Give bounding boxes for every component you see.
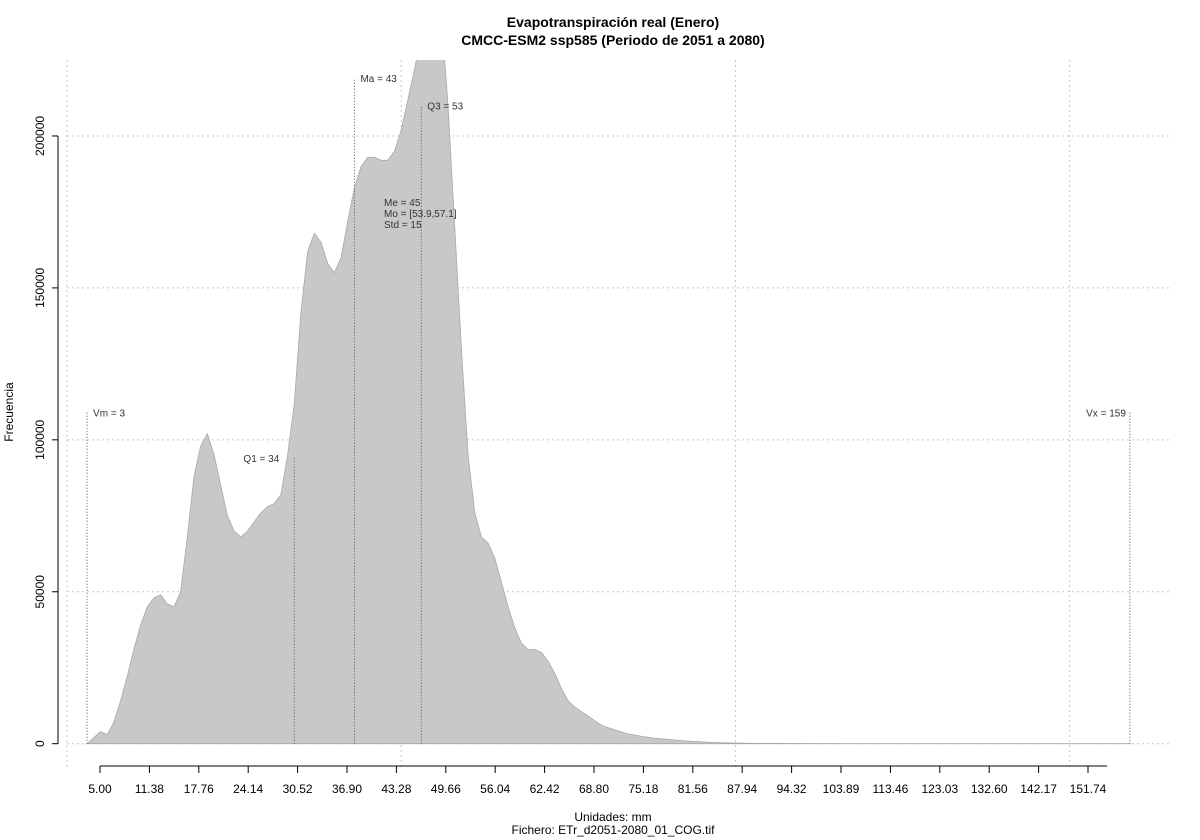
x-tick-label: 94.32 (777, 782, 807, 796)
x-tick-label: 142.17 (1020, 782, 1057, 796)
median-label: Me = 45 (384, 198, 421, 209)
stat-label: Vm = 3 (93, 408, 125, 419)
chart-subtitle: CMCC-ESM2 ssp585 (Periodo de 2051 a 2080… (461, 32, 764, 48)
y-tick-label: 200000 (33, 116, 47, 156)
center-annotations: Me = 45 Mo = [53.9,57.1] Std = 15 (384, 198, 457, 231)
x-axis-file: Fichero: ETr_d2051-2080_01_COG.tif (512, 823, 716, 837)
x-tick-label: 81.56 (678, 782, 708, 796)
stat-label: Q1 = 34 (243, 454, 279, 465)
x-tick-label: 68.80 (579, 782, 609, 796)
x-tick-label: 87.94 (727, 782, 757, 796)
x-tick-label: 62.42 (530, 782, 560, 796)
x-tick-label: 24.14 (233, 782, 263, 796)
axes: 0 50000 100000 150000 200000 5.00 11.38 17.76 24… (33, 116, 1107, 796)
x-tick-label: 11.38 (135, 782, 164, 796)
stat-label: Vx = 159 (1086, 408, 1126, 419)
x-tick-label: 132.60 (971, 782, 1008, 796)
x-tick-label: 103.89 (823, 782, 860, 796)
stat-label: Ma = 43 (360, 74, 397, 85)
x-tick-label: 30.52 (283, 782, 313, 796)
x-tick-label: 5.00 (88, 782, 112, 796)
y-tick-label: 100000 (33, 419, 47, 459)
x-tick-label: 75.18 (628, 782, 658, 796)
y-tick-label: 150000 (33, 268, 47, 308)
y-tick-label: 0 (33, 740, 47, 747)
plot-area (86, 60, 1130, 745)
y-axis-title: Frecuencia (2, 382, 16, 442)
mode-label: Mo = [53.9,57.1] (384, 209, 457, 220)
x-axis-title: Unidades: mm (574, 810, 651, 824)
y-tick-label: 50000 (33, 575, 47, 609)
x-tick-label: 56.04 (480, 782, 510, 796)
x-tick-label: 36.90 (332, 782, 362, 796)
chart-title: Evapotranspiración real (Enero) (507, 14, 719, 30)
stat-markers: Vm = 3 Q1 = 34 Ma = 43 Q3 = 53 Vx = 159 (86, 74, 1131, 744)
std-label: Std = 15 (384, 220, 422, 231)
x-tick-label: 17.76 (184, 782, 214, 796)
x-tick-label: 43.28 (381, 782, 411, 796)
stat-label: Q3 = 53 (427, 102, 463, 113)
density-area (86, 60, 1130, 745)
x-tick-label: 49.66 (431, 782, 461, 796)
x-tick-label: 113.46 (872, 782, 908, 796)
x-tick-label: 123.03 (921, 782, 958, 796)
x-tick-label: 151.74 (1070, 782, 1107, 796)
